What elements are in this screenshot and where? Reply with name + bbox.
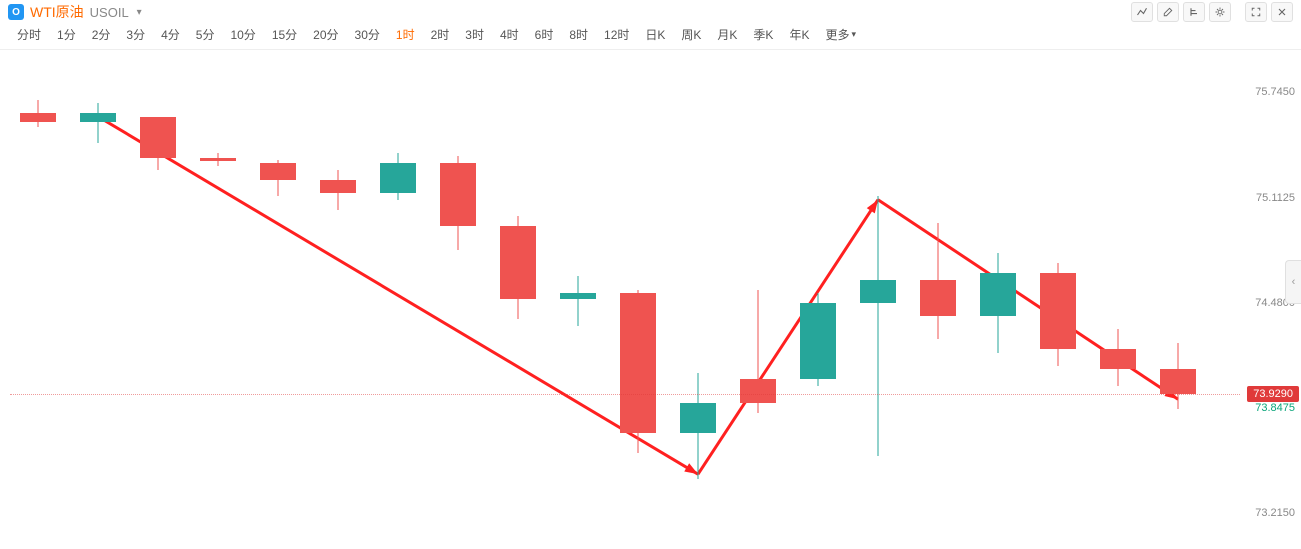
candle[interactable] (1100, 50, 1136, 549)
timeframe-2分[interactable]: 2分 (85, 24, 118, 45)
candle[interactable] (500, 50, 536, 549)
timeframe-月K[interactable]: 月K (710, 24, 744, 45)
timeframe-10分[interactable]: 10分 (223, 24, 262, 45)
timeframe-4时[interactable]: 4时 (493, 24, 526, 45)
timeframe-周K[interactable]: 周K (674, 24, 708, 45)
candle[interactable] (320, 50, 356, 549)
timeframe-1时[interactable]: 1时 (389, 24, 422, 45)
symbol-badge: O (8, 4, 24, 20)
candle[interactable] (560, 50, 596, 549)
candle[interactable] (1040, 50, 1076, 549)
close-button[interactable] (1271, 2, 1293, 22)
candle[interactable] (680, 50, 716, 549)
timeframe-5分[interactable]: 5分 (189, 24, 222, 45)
timeframe-3分[interactable]: 3分 (119, 24, 152, 45)
current-price-tag: 73.9290 (1247, 386, 1299, 402)
timeframe-15分[interactable]: 15分 (265, 24, 304, 45)
toolbar-right (1131, 2, 1293, 22)
candle[interactable] (740, 50, 776, 549)
candle[interactable] (920, 50, 956, 549)
candle[interactable] (860, 50, 896, 549)
y-axis-label: 75.1125 (1256, 192, 1295, 204)
candle[interactable] (800, 50, 836, 549)
title-area: O WTI原油 USOIL ▾ (8, 2, 142, 22)
candle[interactable] (440, 50, 476, 549)
timeframe-bar: 分时1分2分3分4分5分10分15分20分30分1时2时3时4时6时8时12时日… (0, 24, 1301, 50)
timeframe-20分[interactable]: 20分 (306, 24, 345, 45)
y-axis-label: 73.2150 (1255, 507, 1295, 519)
symbol-dropdown-caret[interactable]: ▾ (137, 7, 142, 18)
timeframe-分时[interactable]: 分时 (10, 24, 48, 45)
candle[interactable] (380, 50, 416, 549)
candle[interactable] (140, 50, 176, 549)
timeframe-more[interactable]: 更多 ▾ (818, 24, 863, 45)
candle[interactable] (80, 50, 116, 549)
fullscreen-button[interactable] (1245, 2, 1267, 22)
chart-area: 75.745075.112574.480073.847573.215073.92… (0, 50, 1301, 549)
candle[interactable] (200, 50, 236, 549)
symbol-code: USOIL (90, 5, 129, 20)
candle[interactable] (620, 50, 656, 549)
timeframe-1分[interactable]: 1分 (50, 24, 83, 45)
current-price-line (10, 394, 1240, 395)
candle[interactable] (980, 50, 1016, 549)
edit-button[interactable] (1157, 2, 1179, 22)
candle[interactable] (260, 50, 296, 549)
timeframe-12时[interactable]: 12时 (597, 24, 636, 45)
timeframe-8时[interactable]: 8时 (562, 24, 595, 45)
timeframe-季K[interactable]: 季K (746, 24, 780, 45)
timeframe-日K[interactable]: 日K (638, 24, 672, 45)
chart-header: O WTI原油 USOIL ▾ (0, 0, 1301, 24)
timeframe-4分[interactable]: 4分 (154, 24, 187, 45)
indicator-button[interactable] (1131, 2, 1153, 22)
timeframe-年K[interactable]: 年K (782, 24, 816, 45)
timeframe-3时[interactable]: 3时 (458, 24, 491, 45)
symbol-name[interactable]: WTI原油 (30, 2, 84, 22)
side-collapse-tab[interactable]: ‹ (1285, 260, 1301, 304)
candle[interactable] (20, 50, 56, 549)
candle[interactable] (1160, 50, 1196, 549)
compare-button[interactable] (1183, 2, 1205, 22)
y-axis-label: 75.7450 (1255, 86, 1295, 98)
timeframe-6时[interactable]: 6时 (528, 24, 561, 45)
y-axis-label: 73.8475 (1255, 402, 1295, 414)
settings-button[interactable] (1209, 2, 1231, 22)
timeframe-2时[interactable]: 2时 (424, 24, 457, 45)
candlestick-plot[interactable] (10, 50, 1240, 549)
timeframe-30分[interactable]: 30分 (348, 24, 387, 45)
